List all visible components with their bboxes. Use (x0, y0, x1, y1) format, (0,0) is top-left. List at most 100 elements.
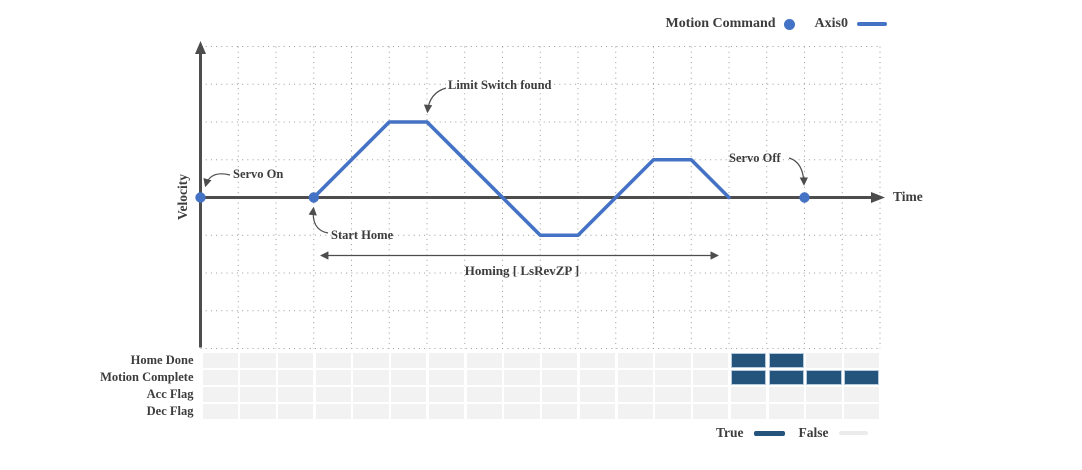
flag-cell-false (843, 387, 880, 403)
legend-axis0-label: Axis0 (814, 16, 848, 31)
flag-cell-false (542, 369, 578, 385)
flag-cell-false (617, 369, 653, 385)
flag-row-label: Acc Flag (146, 387, 194, 402)
flag-cell-true (768, 369, 804, 385)
flag-cell-false (504, 404, 540, 420)
flag-cell-false (843, 404, 880, 420)
annotation-limit-switch-found: Limit Switch found (448, 78, 552, 92)
annotation-servo-off: Servo Off (729, 151, 781, 165)
flag-cell-false (466, 387, 502, 403)
flag-cell-false (579, 387, 616, 403)
flag-cell-false (428, 352, 465, 368)
annotation-homing-span: Homing [ LsRevZP ] (464, 263, 580, 278)
y-axis-label: Velocity (175, 174, 190, 220)
x-axis-label: Time (893, 189, 923, 204)
flag-cell-false (315, 387, 351, 403)
flag-cell-true (843, 369, 880, 385)
flag-cell-false (391, 387, 427, 403)
flag-cell-false (617, 404, 653, 420)
flag-cell-false (240, 387, 276, 403)
flag-cell-false (277, 387, 314, 403)
legend-motion-command-label: Motion Command (665, 16, 776, 31)
flag-row: Motion Complete (0, 369, 882, 385)
flag-cell-false (655, 352, 691, 368)
flag-cell-false (542, 404, 578, 420)
flag-cell-true (730, 369, 767, 385)
flag-cell-false (542, 352, 578, 368)
flag-lanes: Home Done Motion Complete Acc Flag Dec Flag (0, 352, 882, 422)
flag-cell-false (391, 352, 427, 368)
flag-row-label: Motion Complete (100, 369, 194, 384)
flag-cell-false (768, 404, 804, 420)
flag-cell-false (240, 404, 276, 420)
flag-cell-false (240, 352, 276, 368)
chart-legend: Motion Command Axis0 (640, 16, 887, 32)
flag-cell-false (466, 369, 502, 385)
flag-cell-false (391, 369, 427, 385)
flag-cell-false (655, 369, 691, 385)
flag-cell-false (504, 387, 540, 403)
legend-true-label: True (716, 425, 744, 440)
flag-row-label: Dec Flag (146, 404, 194, 419)
flag-cell-true (806, 369, 842, 385)
flag-cell-false (315, 369, 351, 385)
flag-cell-false (504, 352, 540, 368)
flag-cell-false (693, 369, 729, 385)
annotation-servo-on: Servo On (233, 167, 284, 181)
annotation-start-home: Start Home (331, 228, 394, 242)
flag-cell-false (202, 369, 238, 385)
flag-cell-false (353, 387, 389, 403)
true-swatch-icon (753, 430, 785, 436)
flag-cell-false (428, 404, 465, 420)
flag-cell-false (428, 369, 465, 385)
flag-row: Home Done (0, 352, 882, 368)
flag-cell-false (579, 369, 616, 385)
flag-cell-false (655, 387, 691, 403)
flag-cell-false (315, 352, 351, 368)
flag-cell-false (504, 369, 540, 385)
flag-cell-true (730, 352, 767, 368)
flag-cell-false (277, 404, 314, 420)
flag-cell-false (730, 387, 767, 403)
flag-cell-false (277, 352, 314, 368)
flag-cell-true (768, 352, 804, 368)
flag-cell-false (806, 404, 842, 420)
flag-cell-false (202, 387, 238, 403)
flag-cell-false (617, 387, 653, 403)
flag-cell-false (579, 404, 616, 420)
flag-cell-false (315, 404, 351, 420)
flag-cell-false (693, 352, 729, 368)
flag-cell-false (277, 369, 314, 385)
flag-row-label: Home Done (130, 352, 194, 367)
flag-cell-false (617, 352, 653, 368)
flag-row: Acc Flag (0, 387, 882, 403)
flag-cell-false (202, 404, 238, 420)
flag-cell-false (843, 352, 880, 368)
flag-cell-false (466, 404, 502, 420)
flag-cell-false (240, 369, 276, 385)
flag-cell-false (542, 387, 578, 403)
flag-cell-false (353, 369, 389, 385)
flag-cell-false (466, 352, 502, 368)
false-swatch-icon (838, 431, 868, 435)
flag-cell-false (768, 387, 804, 403)
axis0-line-swatch-icon (857, 21, 887, 27)
legend-false-label: False (798, 425, 829, 440)
flag-cell-false (428, 387, 465, 403)
flag-legend: True False (716, 425, 868, 441)
flag-row: Dec Flag (0, 404, 882, 420)
flag-cell-false (353, 404, 389, 420)
flag-cell-false (730, 404, 767, 420)
flag-cell-false (579, 352, 616, 368)
flag-cell-false (806, 352, 842, 368)
flag-cell-false (655, 404, 691, 420)
flag-cell-false (806, 387, 842, 403)
flag-cell-false (693, 387, 729, 403)
motion-command-marker-icon (783, 18, 795, 30)
flag-cell-false (353, 352, 389, 368)
flag-cell-false (693, 404, 729, 420)
flag-cell-false (391, 404, 427, 420)
flag-cell-false (202, 352, 238, 368)
